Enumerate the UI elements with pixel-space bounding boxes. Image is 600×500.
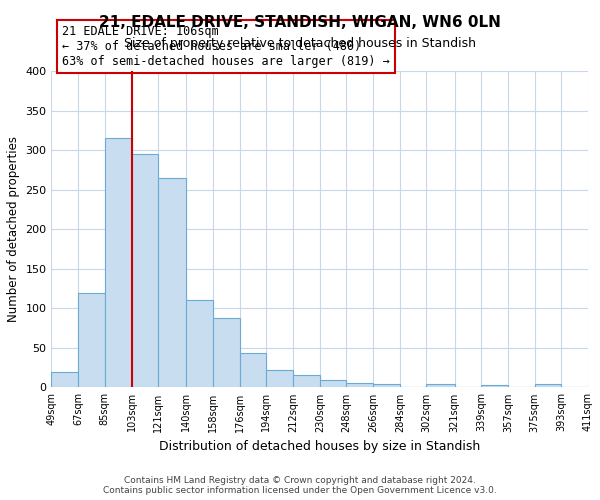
Bar [481,385,508,388]
Bar [78,292,105,388]
Bar [105,138,131,388]
Bar [293,375,320,388]
Bar [320,380,346,388]
Text: Size of property relative to detached houses in Standish: Size of property relative to detached ho… [124,38,476,51]
Bar [240,354,266,388]
Bar [131,154,158,388]
Bar [427,384,455,388]
Bar [187,300,213,388]
Bar [588,385,600,388]
Bar [346,382,373,388]
Bar [213,318,240,388]
X-axis label: Distribution of detached houses by size in Standish: Distribution of detached houses by size … [159,440,481,453]
Text: 21, EDALE DRIVE, STANDISH, WIGAN, WN6 0LN: 21, EDALE DRIVE, STANDISH, WIGAN, WN6 0L… [99,15,501,30]
Bar [535,384,562,388]
Text: 21 EDALE DRIVE: 106sqm
← 37% of detached houses are smaller (480)
63% of semi-de: 21 EDALE DRIVE: 106sqm ← 37% of detached… [62,25,390,68]
Bar [52,372,78,388]
Bar [266,370,293,388]
Bar [158,178,187,388]
Y-axis label: Number of detached properties: Number of detached properties [7,136,20,322]
Bar [373,384,400,388]
Text: Contains HM Land Registry data © Crown copyright and database right 2024.
Contai: Contains HM Land Registry data © Crown c… [103,476,497,495]
